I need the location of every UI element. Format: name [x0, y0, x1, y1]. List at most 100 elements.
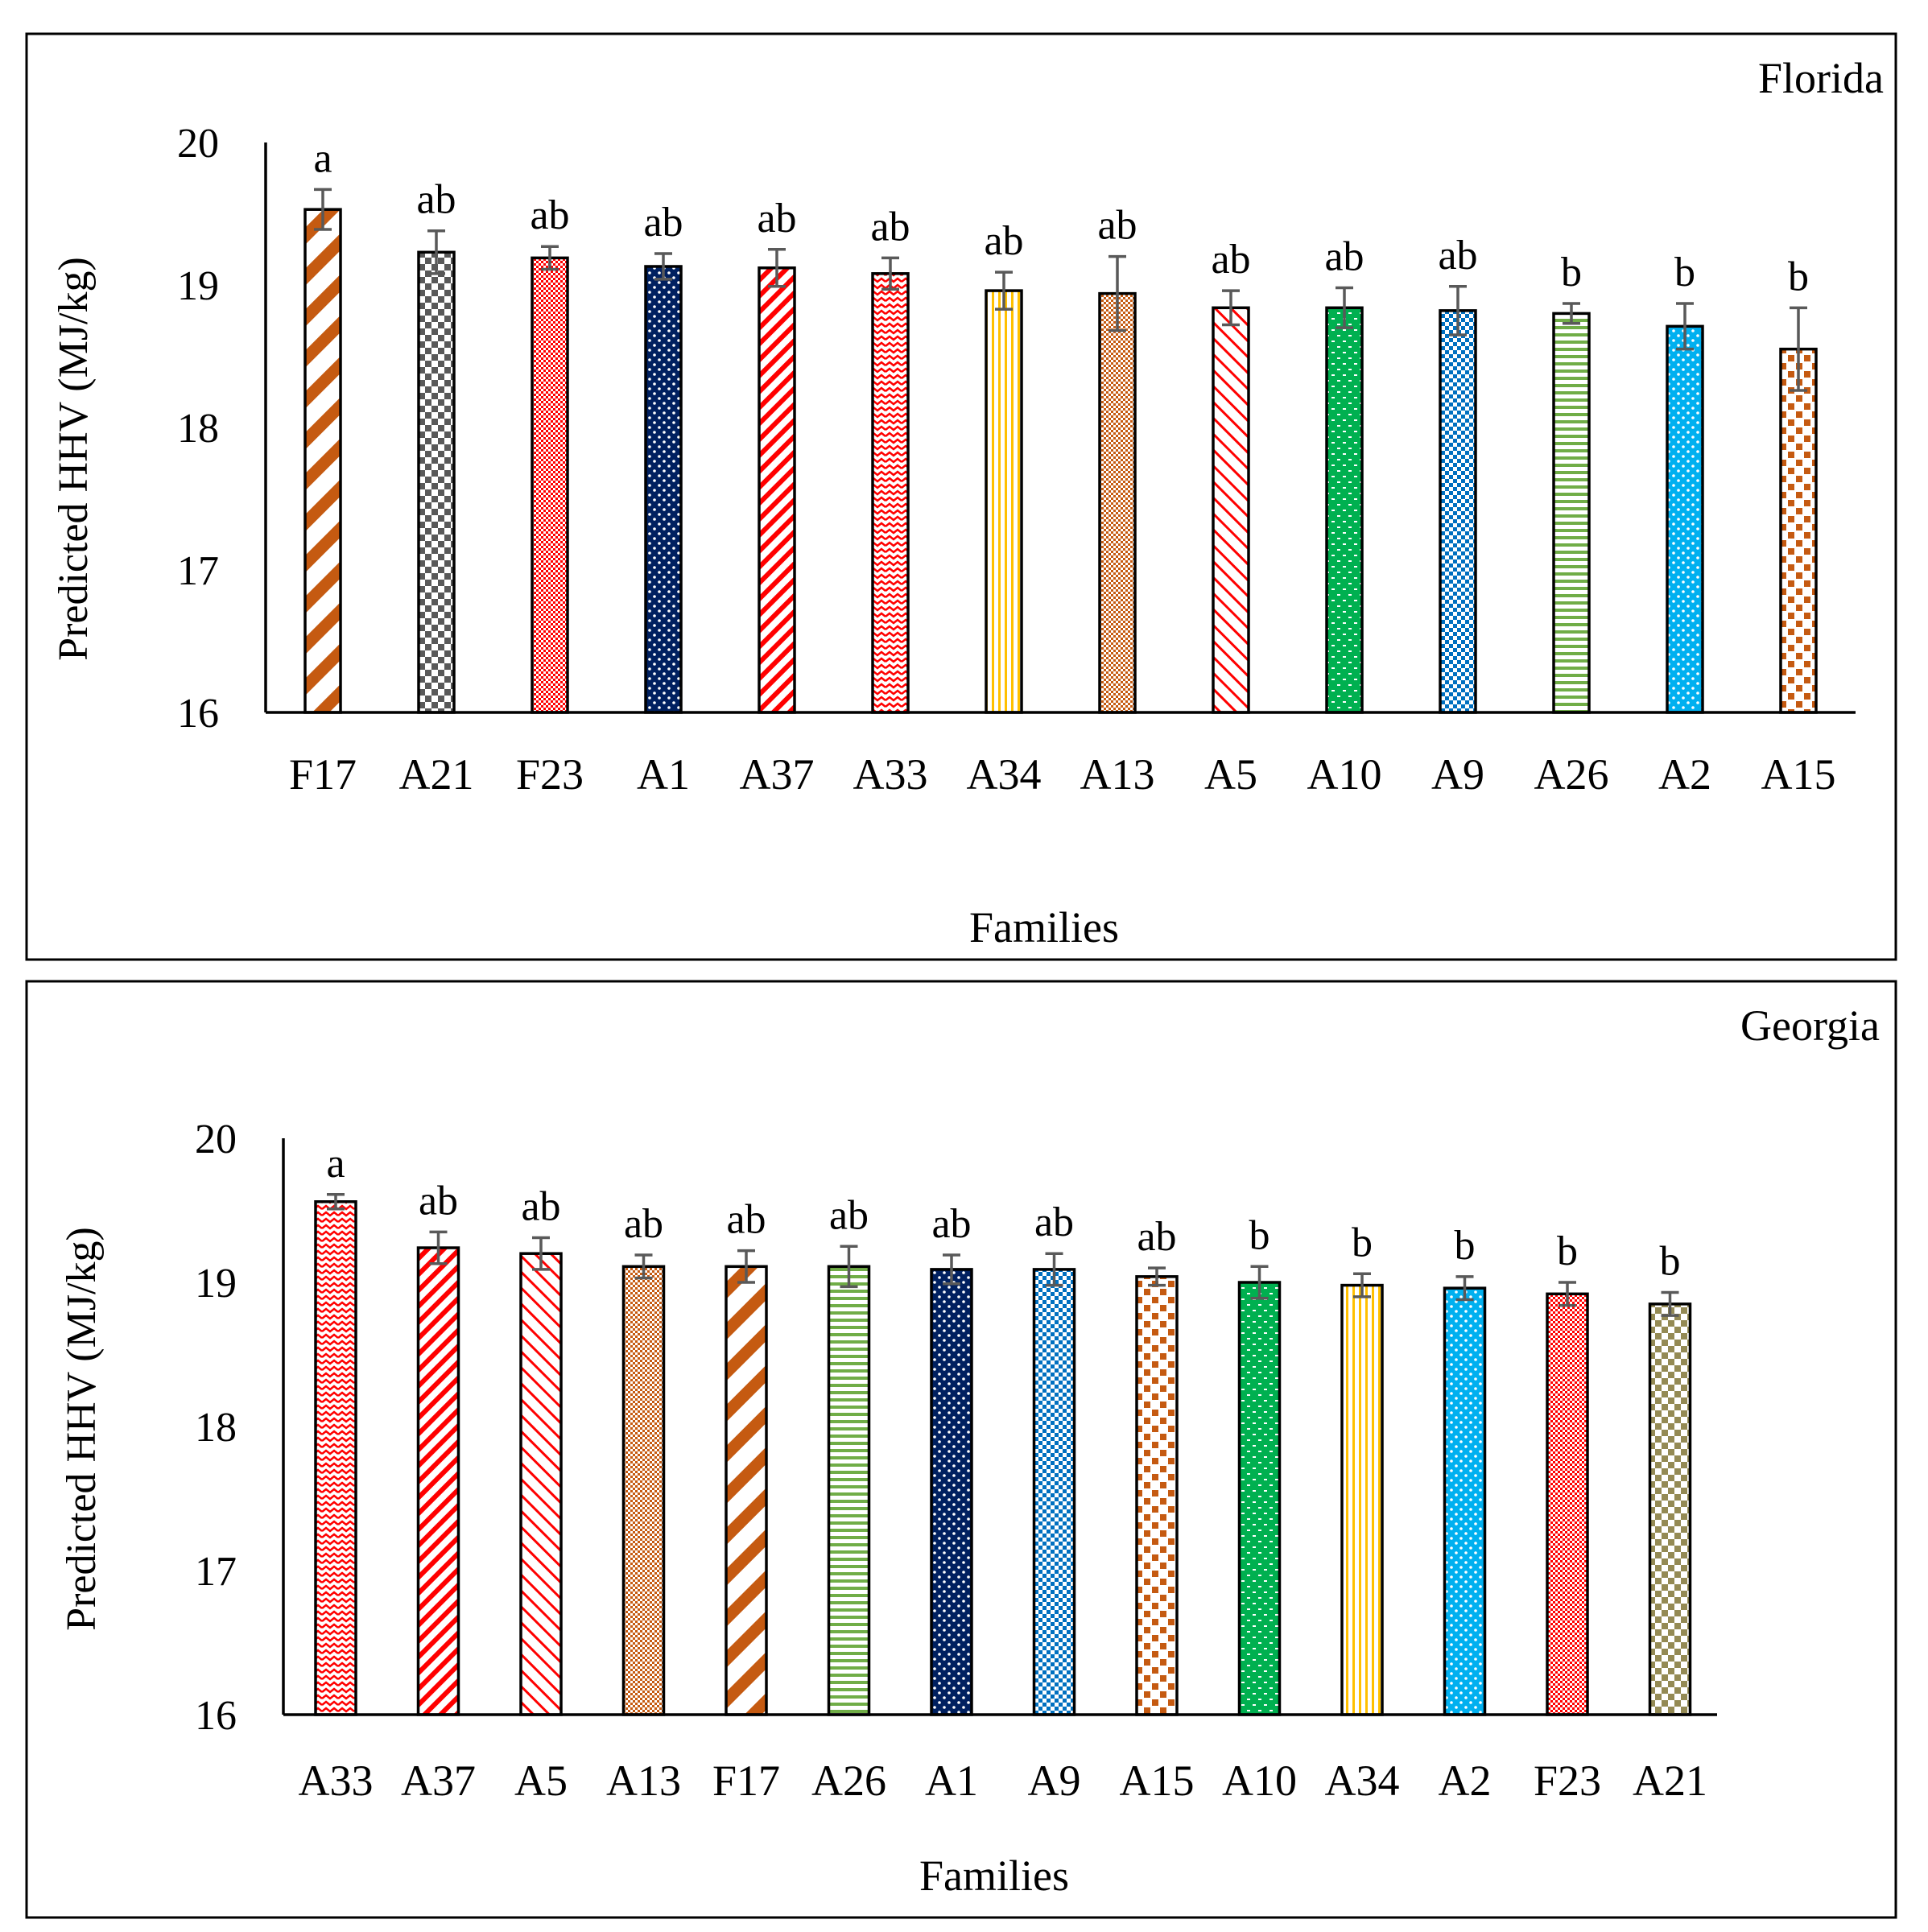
y-tick-label: 16 — [177, 691, 219, 737]
georgia-x-axis-label: Families — [919, 1852, 1069, 1900]
x-tick-label: A26 — [1534, 750, 1609, 799]
x-tick-label: A21 — [399, 750, 474, 799]
florida-y-axis-label: Predicted HHV (MJ/kg) — [51, 257, 97, 661]
error-bar-a34 — [995, 270, 1013, 311]
error-bar-a5 — [1222, 289, 1240, 327]
significance-letter: b — [1674, 250, 1695, 295]
significance-letter: ab — [530, 192, 569, 238]
bar-f23 — [1546, 1292, 1589, 1716]
x-tick-label: A37 — [740, 750, 815, 799]
x-tick-label: A26 — [811, 1757, 886, 1805]
error-bar-a15 — [1148, 1266, 1166, 1287]
x-tick-label: A34 — [1325, 1757, 1400, 1805]
error-bar-f23 — [1559, 1281, 1576, 1307]
x-tick-label: A2 — [1658, 750, 1711, 799]
error-bar-f17 — [314, 188, 332, 231]
x-tick-label: A9 — [1028, 1757, 1081, 1805]
significance-letter: b — [1557, 1228, 1578, 1274]
x-tick-label: A10 — [1222, 1757, 1297, 1805]
significance-letter: b — [1561, 250, 1582, 295]
x-tick-label: A34 — [967, 750, 1042, 799]
error-bar-a13 — [634, 1253, 653, 1280]
x-tick-label: A1 — [637, 750, 690, 799]
bar-a26 — [827, 1265, 871, 1716]
error-bar-a34 — [1353, 1272, 1371, 1298]
x-tick-label: A37 — [401, 1757, 476, 1805]
error-bar-a13 — [1108, 254, 1126, 332]
bar-a10 — [1237, 1281, 1282, 1716]
x-tick-label: A33 — [299, 1757, 374, 1805]
x-tick-label: A15 — [1761, 750, 1836, 799]
error-bar-a15 — [1790, 306, 1807, 392]
x-tick-label: F17 — [289, 750, 357, 799]
x-tick-label: F23 — [1534, 1757, 1601, 1805]
x-tick-label: A33 — [853, 750, 928, 799]
error-bar-a26 — [840, 1245, 858, 1289]
bar-a2 — [1443, 1286, 1487, 1716]
error-bar-a21 — [427, 229, 445, 275]
significance-letter: ab — [419, 1178, 458, 1224]
y-tick-label: 19 — [195, 1261, 237, 1307]
bar-a33 — [314, 1200, 357, 1716]
y-tick-label: 20 — [177, 121, 219, 167]
bar-a5 — [519, 1252, 563, 1716]
florida-chart-title: Florida — [1758, 54, 1884, 102]
significance-letter: ab — [829, 1192, 869, 1238]
x-tick-label: F23 — [516, 750, 584, 799]
error-bar-a33 — [327, 1193, 345, 1211]
bar-a37 — [758, 266, 796, 714]
error-bar-a1 — [943, 1253, 960, 1286]
significance-letter: ab — [984, 218, 1023, 264]
significance-letter: b — [1455, 1223, 1476, 1269]
bar-f17 — [303, 208, 342, 714]
y-tick-label: 17 — [195, 1549, 237, 1595]
significance-letter: ab — [1097, 203, 1137, 249]
x-tick-label: A10 — [1307, 750, 1382, 799]
bar-a9 — [1032, 1268, 1076, 1716]
bar-f23 — [531, 256, 569, 714]
significance-letter: ab — [931, 1201, 971, 1247]
error-bar-a9 — [1045, 1252, 1063, 1287]
significance-letter: ab — [624, 1201, 663, 1247]
error-bar-a10 — [1250, 1265, 1269, 1300]
bar-a15 — [1779, 347, 1818, 714]
error-bar-f17 — [737, 1249, 755, 1284]
georgia-panel: Georgia Predicted HHV (MJ/kg) Families 1… — [25, 980, 1897, 1919]
bar-a33 — [871, 272, 910, 714]
x-tick-label: A21 — [1633, 1757, 1707, 1805]
error-bar-a10 — [1336, 286, 1353, 329]
y-tick-label: 18 — [195, 1405, 237, 1451]
error-bar-a37 — [768, 248, 786, 288]
georgia-y-axis-label: Predicted HHV (MJ/kg) — [59, 1227, 105, 1631]
y-tick-label: 16 — [195, 1693, 237, 1739]
error-bar-a37 — [429, 1230, 448, 1265]
error-bar-a1 — [654, 252, 672, 281]
error-bar-a21 — [1661, 1290, 1679, 1317]
significance-letter: ab — [1211, 237, 1250, 283]
error-bar-a26 — [1563, 302, 1580, 325]
x-tick-label: A15 — [1120, 1757, 1195, 1805]
bar-a13 — [621, 1265, 666, 1716]
error-bar-a33 — [881, 256, 899, 291]
error-bar-a5 — [532, 1236, 550, 1271]
error-bar-f23 — [541, 245, 559, 271]
bar-f17 — [725, 1265, 768, 1716]
significance-letter: ab — [726, 1197, 766, 1243]
georgia-chart-title: Georgia — [1740, 1001, 1880, 1050]
x-tick-label: A1 — [925, 1757, 978, 1805]
significance-letter: ab — [1324, 234, 1364, 280]
bar-a13 — [1098, 291, 1137, 714]
error-bar-a2 — [1455, 1275, 1474, 1302]
florida-plot-area: 16 17 18 19 20 a F17 ab A21 ab F23 ab A1 ab A37 ab A33 ab… — [177, 121, 1856, 799]
significance-letter: ab — [1137, 1214, 1176, 1260]
bar-a10 — [1325, 306, 1364, 714]
error-bar-a9 — [1449, 285, 1467, 336]
bar-a34 — [985, 289, 1023, 714]
bar-a37 — [416, 1246, 460, 1716]
x-tick-label: A13 — [1080, 750, 1155, 799]
bar-a1 — [644, 265, 683, 714]
florida-panel: Florida Predicted HHV (MJ/kg) Families 1… — [25, 32, 1897, 961]
error-bar-a2 — [1676, 302, 1694, 351]
significance-letter: ab — [416, 177, 456, 223]
